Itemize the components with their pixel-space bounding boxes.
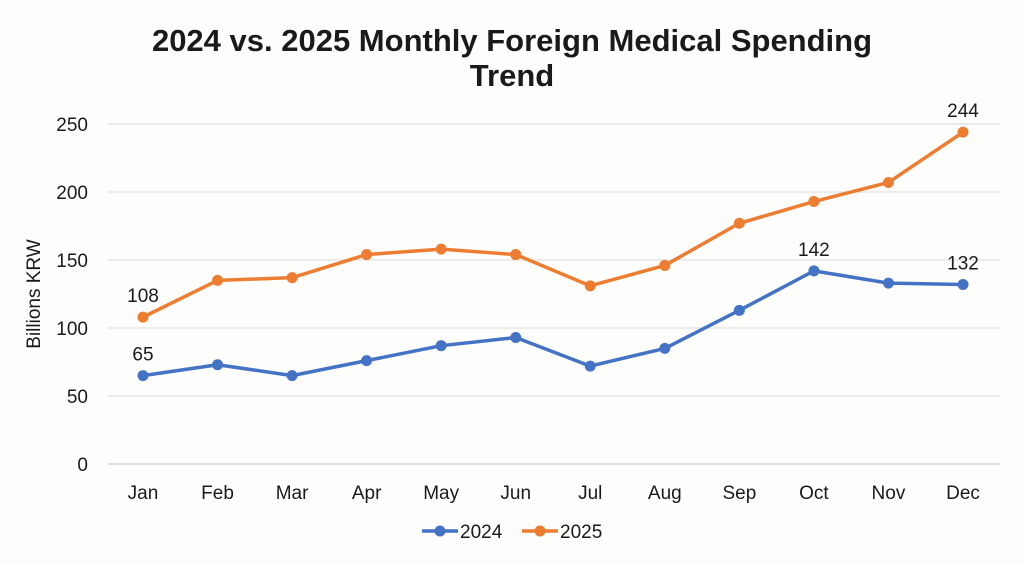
y-tick-label: 150 xyxy=(56,251,88,272)
x-tick-label: Sep xyxy=(722,483,756,504)
data-label: 244 xyxy=(947,101,979,122)
data-point xyxy=(584,280,596,292)
data-label: 132 xyxy=(947,253,979,274)
data-point xyxy=(659,259,671,271)
series-2025: 108 244 xyxy=(127,101,979,323)
data-point xyxy=(361,249,373,261)
series-2024: 65 142 132 xyxy=(132,240,979,382)
data-point xyxy=(659,342,671,354)
data-point xyxy=(733,304,745,316)
data-label: 65 xyxy=(132,345,153,366)
x-tick-label: Mar xyxy=(276,483,309,504)
data-point xyxy=(808,196,820,208)
legend-label: 2025 xyxy=(560,522,602,543)
legend-marker xyxy=(434,525,446,537)
data-point xyxy=(957,126,969,138)
data-point xyxy=(957,278,969,290)
x-tick-label: Jul xyxy=(578,483,602,504)
data-label: 108 xyxy=(127,286,159,307)
data-point xyxy=(435,340,447,352)
series-line xyxy=(142,130,964,319)
data-point xyxy=(882,176,894,188)
legend-label: 2024 xyxy=(460,522,503,543)
data-point xyxy=(435,243,447,255)
data-point xyxy=(137,370,149,382)
x-tick-label: Oct xyxy=(799,483,829,504)
y-tick-label: 50 xyxy=(67,387,88,408)
y-axis-label: Billions KRW xyxy=(24,239,45,349)
data-point xyxy=(286,370,298,382)
x-tick-label: May xyxy=(423,483,459,504)
legend-marker xyxy=(534,525,546,537)
chart-title-line-2: Trend xyxy=(470,58,554,93)
x-tick-label: Jan xyxy=(128,483,159,504)
y-tick-label: 250 xyxy=(56,115,88,136)
y-tick-label: 100 xyxy=(56,319,88,340)
chart-title-line-1: 2024 vs. 2025 Monthly Foreign Medical Sp… xyxy=(152,23,872,58)
legend: 2024 2025 xyxy=(422,522,602,543)
x-tick-label: Dec xyxy=(946,483,980,504)
data-point xyxy=(808,265,820,277)
x-tick-label: Feb xyxy=(201,483,234,504)
x-tick-label: Jun xyxy=(500,483,531,504)
data-point xyxy=(286,272,298,284)
data-label: 142 xyxy=(798,240,830,261)
y-tick-label: 200 xyxy=(56,183,88,204)
data-point xyxy=(212,359,224,371)
data-point xyxy=(137,311,149,323)
series-line xyxy=(142,269,964,378)
data-point xyxy=(510,249,522,261)
data-point xyxy=(733,217,745,229)
y-tick-label: 0 xyxy=(77,455,88,476)
data-point xyxy=(584,360,596,372)
data-point xyxy=(361,355,373,367)
data-point xyxy=(212,274,224,286)
data-point xyxy=(510,332,522,344)
x-tick-label: Aug xyxy=(648,483,682,504)
x-tick-label: Nov xyxy=(872,483,906,504)
data-point xyxy=(882,277,894,289)
x-tick-label: Apr xyxy=(352,483,382,504)
